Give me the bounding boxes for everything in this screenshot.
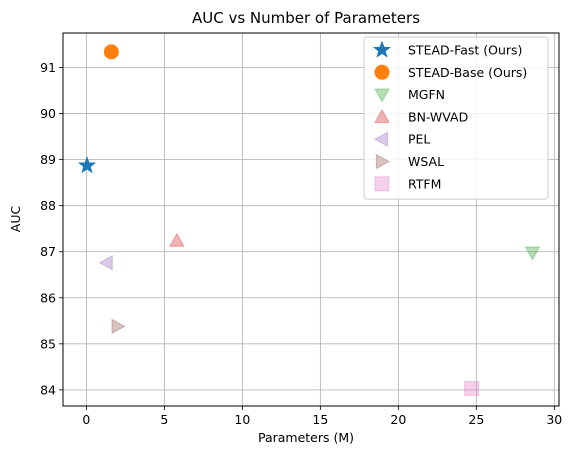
legend-marker	[374, 64, 390, 80]
x-tick-label: 20	[390, 412, 406, 427]
plot-frame	[62, 32, 560, 407]
x-tick-label: 15	[312, 412, 328, 427]
legend-marker	[375, 153, 391, 170]
legend-label: WSAL	[408, 154, 444, 169]
y-tick-label: 88	[40, 198, 56, 213]
legend-label: BN-WVAD	[408, 109, 468, 124]
data-point	[111, 318, 126, 335]
legend-marker	[374, 108, 390, 123]
chart-title: AUC vs Number of Parameters	[192, 9, 420, 27]
y-tick-label: 91	[40, 60, 56, 75]
y-tick-label: 87	[40, 244, 56, 259]
y-tick-label: 90	[40, 106, 56, 121]
data-point	[103, 44, 119, 60]
legend-box	[363, 36, 549, 200]
legend-label: PEL	[408, 132, 430, 147]
legend-label: RTFM	[408, 176, 441, 191]
legend-label: STEAD-Fast (Ours)	[408, 43, 522, 58]
x-tick-label: 25	[468, 412, 484, 427]
y-tick-label: 84	[40, 382, 56, 397]
x-tick-label: 10	[234, 412, 250, 427]
data-point	[464, 381, 480, 397]
data-point	[77, 156, 97, 174]
legend-label: STEAD-Base (Ours)	[408, 65, 527, 80]
x-tick-label: 0	[82, 412, 90, 427]
ticks: 0 5 10 15 20 25 30 84 85 86 87 88 89 90 91	[40, 60, 562, 427]
legend-marker	[374, 176, 390, 192]
x-tick-label: 30	[546, 412, 562, 427]
y-tick-label: 86	[40, 290, 56, 305]
data-point	[98, 254, 113, 271]
data-point	[524, 246, 541, 261]
y-tick-label: 85	[40, 336, 56, 351]
data-point	[169, 232, 185, 247]
legend-marker	[372, 40, 392, 58]
data-points	[77, 44, 541, 397]
x-tick-label: 5	[160, 412, 168, 427]
x-axis-label: Parameters (M)	[258, 430, 354, 445]
y-axis-label: AUC	[8, 206, 23, 233]
legend: STEAD-Fast (Ours) STEAD-Base (Ours) MGFN BN…	[363, 36, 549, 200]
legend-marker	[374, 88, 390, 103]
legend-label: MGFN	[408, 87, 445, 102]
legend-marker	[373, 131, 389, 148]
y-tick-label: 89	[40, 152, 56, 167]
